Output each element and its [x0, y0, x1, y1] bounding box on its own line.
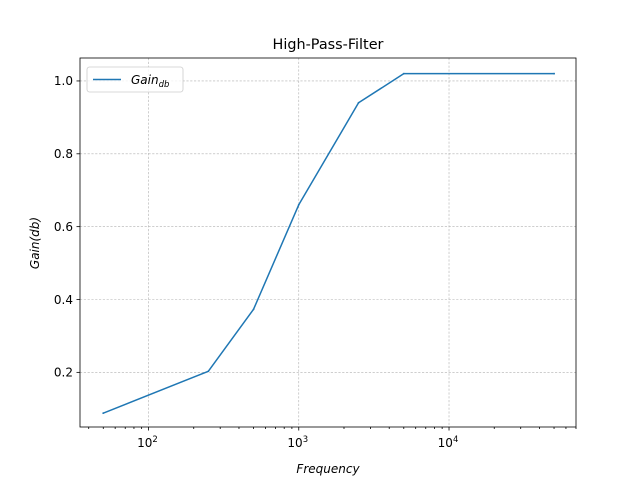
x-axis-label: Frequency [296, 462, 360, 476]
data-point [357, 101, 360, 104]
y-tick-label: 0.6 [54, 220, 73, 234]
chart-title: High-Pass-Filter [273, 37, 384, 53]
y-tick-label: 0.2 [54, 366, 73, 380]
x-tick-label-exponent: 3 [303, 435, 308, 445]
data-point [102, 412, 105, 415]
data-point [402, 72, 405, 75]
data-point [297, 203, 300, 206]
legend-label-name: Gain [131, 73, 159, 87]
x-tick-label: 103 [287, 435, 308, 450]
axes-frame [79, 57, 577, 428]
x-tick-label: 104 [438, 435, 459, 450]
y-tick-label: 0.4 [54, 293, 73, 307]
x-tick-label-base: 10 [287, 436, 302, 450]
legend-box [86, 66, 184, 93]
x-tick-label-base: 10 [438, 436, 453, 450]
x-tick-label-base: 10 [137, 436, 152, 450]
y-tick-label: 0.8 [54, 147, 73, 161]
data-point [207, 370, 210, 373]
legend: Gaindb [86, 66, 184, 93]
x-tick-label-exponent: 2 [152, 435, 157, 445]
data-point [553, 72, 555, 75]
x-tick-label: 102 [137, 435, 158, 450]
y-tick-label: 1.0 [54, 74, 73, 88]
y-axis-label: Gain(db) [28, 217, 42, 269]
plot-area [102, 72, 555, 415]
legend-label: Gaindb [131, 73, 169, 90]
legend-label-subscript: db [159, 80, 170, 90]
axes-spines [79, 57, 577, 428]
x-tick-label-exponent: 4 [453, 435, 458, 445]
data-point [252, 308, 255, 311]
